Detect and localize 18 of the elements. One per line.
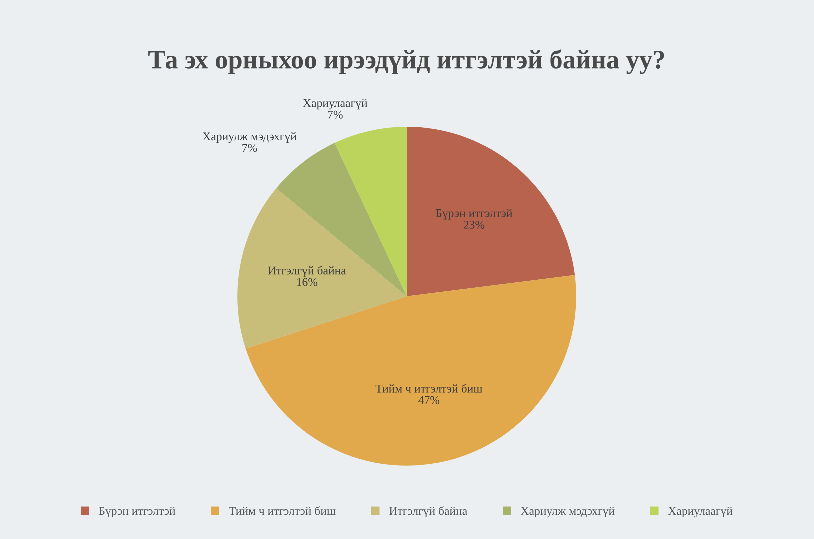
slice-label: Тийм ч итгэлтэй биш: [376, 384, 483, 393]
data-label: 23%: [464, 220, 485, 229]
data-label: 47%: [418, 396, 440, 404]
slice-label: Хариулж мэдэхгүй: [202, 132, 297, 144]
pie-slice: [238, 188, 407, 349]
legend-label: Тийм ч итгэлтэй биш: [229, 506, 336, 516]
pie-slice: [407, 127, 576, 296]
legend-label: Бүрэн итгэлтэй: [99, 506, 176, 518]
legend-label: Хариулаагүй: [668, 506, 733, 518]
legend-label: Итгэлгүй байна: [390, 506, 468, 518]
data-label: 7%: [242, 144, 258, 152]
chart-title: Та эх орныхоо ирээдүйд итгэлтэй байна уу?: [148, 50, 664, 74]
slice-label: Хариулаагүй: [303, 99, 368, 110]
data-label: 16%: [297, 278, 318, 286]
legend-label: Хариулж мэдэхгүй: [521, 506, 615, 518]
slice-label: Итгэлгүй байна: [268, 266, 346, 278]
slice-label: Бүрэн итгэлтэй: [436, 209, 512, 220]
data-label: 7%: [328, 110, 343, 119]
